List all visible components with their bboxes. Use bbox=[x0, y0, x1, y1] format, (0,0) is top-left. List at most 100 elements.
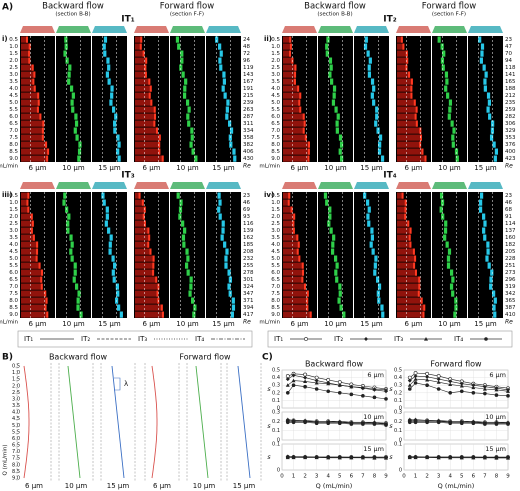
streak bbox=[372, 99, 376, 106]
q-label: 4.5 bbox=[12, 416, 20, 422]
streak bbox=[21, 36, 28, 43]
re-label: 93 bbox=[243, 214, 250, 220]
streak bbox=[21, 43, 31, 50]
re-label: 282 bbox=[505, 114, 516, 120]
data-point bbox=[413, 374, 418, 379]
re-title: Re bbox=[505, 163, 513, 170]
streak bbox=[105, 206, 109, 213]
q-label: 1.5 bbox=[12, 377, 20, 383]
streak bbox=[111, 255, 115, 262]
streak bbox=[35, 255, 38, 262]
streak bbox=[482, 64, 486, 71]
panel-title: Forward flow bbox=[179, 353, 231, 362]
streak bbox=[21, 290, 47, 297]
data-point bbox=[436, 377, 441, 382]
channel-bar bbox=[170, 26, 205, 33]
streak bbox=[135, 255, 155, 262]
data-point bbox=[384, 423, 388, 427]
streak bbox=[231, 304, 236, 311]
streak bbox=[380, 155, 385, 162]
streak bbox=[157, 283, 160, 290]
streak bbox=[135, 248, 152, 255]
streak bbox=[368, 57, 372, 64]
streak bbox=[486, 241, 490, 248]
streak bbox=[109, 234, 113, 241]
streak bbox=[21, 92, 40, 99]
streak bbox=[149, 85, 152, 92]
streak bbox=[103, 50, 107, 57]
streak bbox=[21, 220, 34, 227]
x-tick-label: 4 bbox=[448, 474, 452, 480]
streak bbox=[292, 220, 295, 227]
re-label: 423 bbox=[505, 156, 516, 162]
data-point bbox=[372, 422, 377, 426]
streak bbox=[455, 155, 459, 162]
streak bbox=[331, 99, 336, 106]
re-label: 263 bbox=[243, 107, 254, 113]
streak bbox=[371, 248, 375, 255]
streak bbox=[439, 192, 444, 199]
data-point bbox=[303, 379, 308, 383]
re-label: 167 bbox=[243, 79, 254, 85]
re-label: 205 bbox=[505, 249, 516, 255]
streak bbox=[364, 36, 368, 43]
q-label: 8.5 bbox=[9, 305, 18, 311]
data-point bbox=[483, 455, 487, 460]
streak bbox=[283, 290, 309, 297]
data-point bbox=[448, 455, 453, 460]
channel-bar bbox=[468, 182, 503, 189]
streak bbox=[119, 311, 123, 318]
streak bbox=[188, 290, 192, 297]
y-tick-label: 0.3 bbox=[272, 383, 280, 389]
q-label: 8.0 bbox=[9, 298, 18, 304]
streak bbox=[381, 311, 385, 318]
data-point bbox=[372, 387, 377, 391]
image-column bbox=[92, 36, 127, 162]
streak bbox=[283, 255, 301, 262]
re-label: 118 bbox=[505, 65, 516, 71]
channel-bar bbox=[92, 182, 127, 189]
data-point bbox=[326, 389, 331, 394]
re-label: 324 bbox=[243, 284, 254, 290]
streak bbox=[158, 134, 161, 141]
streak bbox=[448, 99, 453, 106]
channel-bar bbox=[432, 26, 467, 33]
streak bbox=[414, 269, 417, 276]
q-label: 7.0 bbox=[9, 128, 18, 134]
streak bbox=[21, 234, 35, 241]
q-unit: mL/min bbox=[259, 164, 280, 170]
re-label: 342 bbox=[505, 291, 516, 297]
data-point bbox=[482, 387, 487, 391]
streak bbox=[479, 192, 484, 199]
streak bbox=[117, 141, 121, 148]
re-label: 69 bbox=[243, 207, 250, 213]
q-label: 7.0 bbox=[9, 284, 18, 290]
q-label: 3.5 bbox=[9, 79, 18, 85]
streak bbox=[66, 220, 70, 227]
data-point bbox=[425, 455, 429, 460]
channel-bar bbox=[282, 26, 317, 33]
x-tick-label: 9 bbox=[506, 474, 510, 480]
y-tick-label: 0 bbox=[277, 438, 280, 444]
streak bbox=[440, 43, 444, 50]
size-label: 6 µm bbox=[367, 371, 384, 379]
re-label: 406 bbox=[243, 149, 254, 155]
streak bbox=[332, 92, 336, 99]
streak bbox=[397, 99, 416, 106]
streak bbox=[135, 234, 151, 241]
q-label: 5.0 bbox=[12, 423, 20, 429]
streak bbox=[397, 255, 417, 262]
streak bbox=[404, 206, 407, 213]
legend-box bbox=[267, 330, 513, 348]
streak bbox=[283, 141, 310, 148]
size-label: 10 µm bbox=[62, 164, 85, 172]
streak bbox=[139, 43, 142, 50]
y-tick-label: 0.3 bbox=[394, 410, 402, 416]
streak bbox=[21, 134, 44, 141]
streak bbox=[337, 297, 341, 304]
streak bbox=[226, 99, 230, 106]
streak bbox=[158, 148, 161, 155]
data-point bbox=[471, 421, 476, 426]
x-tick-label: 6 bbox=[350, 474, 354, 480]
streak bbox=[338, 290, 342, 297]
